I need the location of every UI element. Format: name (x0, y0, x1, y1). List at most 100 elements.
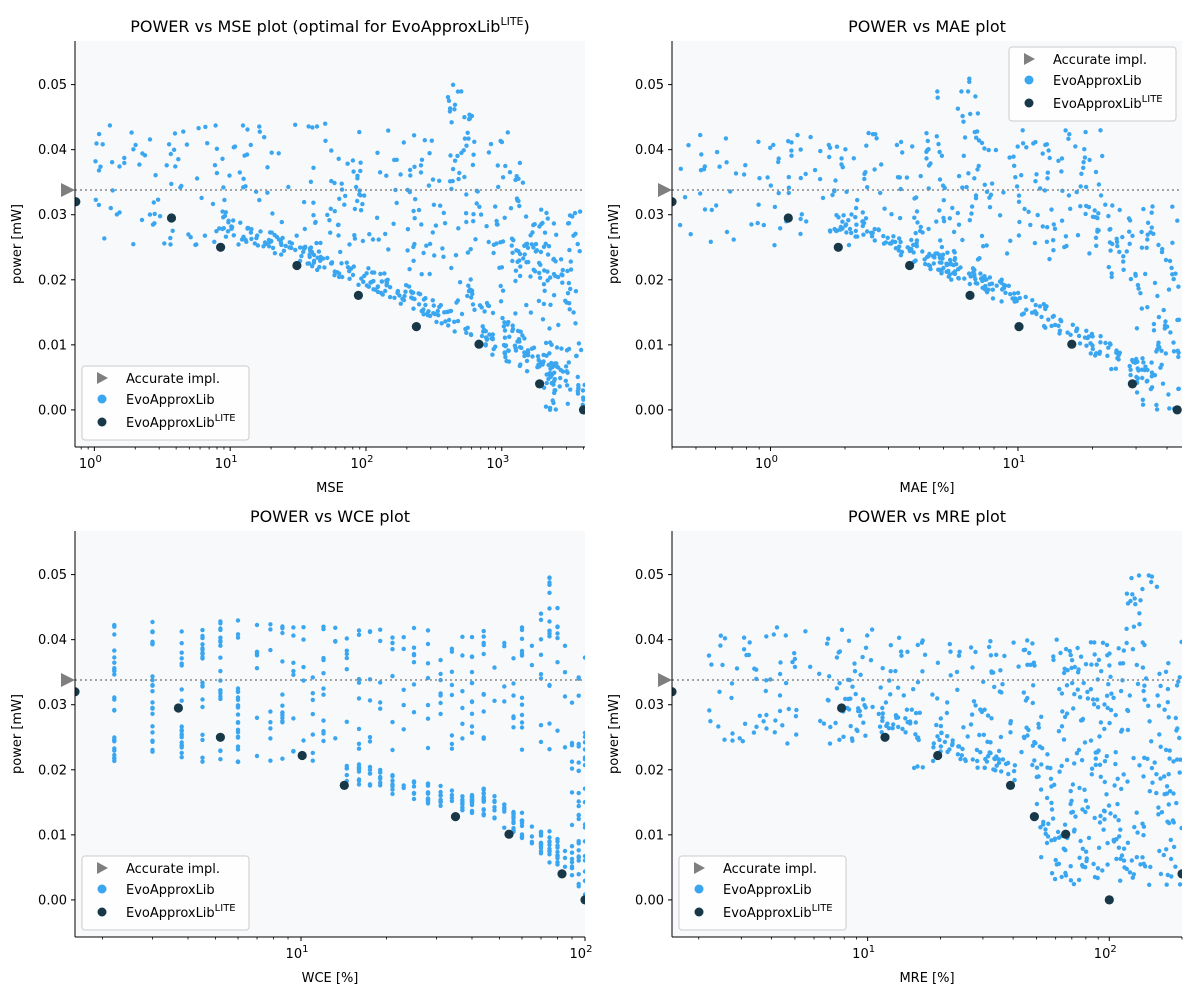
evo-point (915, 680, 921, 685)
evo-point (547, 634, 552, 639)
evo-point (961, 119, 966, 124)
evo-point (286, 184, 291, 190)
evo-point (1096, 211, 1101, 216)
evo-point (456, 176, 461, 182)
evo-point (1076, 877, 1082, 883)
evo-point (1139, 229, 1144, 235)
evo-point (941, 198, 946, 203)
evo-point (1140, 397, 1146, 402)
evo-point (1105, 705, 1110, 711)
evo-point (576, 858, 581, 863)
evo-point (576, 790, 581, 796)
evo-point (1085, 696, 1091, 701)
evo-point (1049, 323, 1054, 329)
evo-point (544, 210, 549, 216)
legend: Accurate impl.EvoApproxLibEvoApproxLibLI… (81, 365, 250, 441)
evo-point (459, 311, 465, 317)
evo-point (411, 306, 416, 311)
evo-point (1176, 317, 1182, 322)
evo-point (808, 134, 813, 140)
evo-point (235, 720, 241, 725)
evo-point (837, 737, 842, 742)
evo-point (460, 802, 465, 807)
evo-point (344, 636, 349, 641)
evo-point (911, 250, 916, 255)
evo-point (481, 811, 486, 817)
evo-point (500, 288, 506, 293)
evo-point (452, 102, 458, 108)
evo-point (1045, 225, 1050, 230)
evo-point (833, 720, 838, 726)
evo-point (576, 803, 581, 809)
evo-point (217, 226, 222, 231)
evo-point (510, 323, 515, 328)
evo-point (179, 663, 184, 668)
evo-point (464, 219, 469, 225)
evo-point (896, 635, 902, 640)
evo-point (954, 669, 960, 675)
evo-point (1061, 737, 1067, 742)
lite-point (75, 687, 80, 697)
evo-point (517, 345, 523, 350)
evo-point (278, 240, 284, 246)
y-axis-label: power [mW] (10, 204, 25, 284)
legend-evo-label: EvoApproxLib (126, 393, 215, 408)
evo-point (968, 111, 973, 117)
lite-point (216, 242, 226, 252)
evo-point (515, 259, 520, 264)
evo-point (440, 246, 445, 251)
evo-point (311, 213, 316, 218)
evo-point (464, 192, 469, 197)
evo-point (1003, 761, 1009, 767)
evo-point (390, 747, 395, 753)
evo-point (218, 626, 223, 631)
legend-accurate-label: Accurate impl. (126, 862, 220, 877)
evo-point (344, 648, 349, 653)
evo-point (378, 290, 384, 296)
evo-point (880, 711, 885, 716)
evo-point (920, 765, 925, 770)
evo-point (430, 298, 435, 303)
evo-point (519, 627, 525, 633)
evo-point (764, 726, 769, 731)
evo-point (853, 228, 858, 234)
evo-point (387, 294, 393, 300)
evo-point (200, 759, 205, 764)
evo-point (367, 767, 373, 772)
evo-point (956, 744, 962, 749)
evo-point (910, 144, 915, 149)
evo-point (558, 257, 564, 262)
evo-point (541, 301, 547, 307)
evo-point (268, 726, 273, 731)
evo-point (547, 839, 552, 845)
evo-point (411, 290, 416, 295)
legend-item-lite: EvoApproxLibLITE (97, 903, 236, 921)
evo-point (164, 163, 169, 168)
evo-point (918, 224, 923, 230)
evo-point (469, 724, 475, 729)
evo-point (786, 139, 791, 144)
evo-point (556, 322, 561, 328)
evo-point (1125, 727, 1131, 733)
evo-point (1038, 787, 1044, 792)
evo-point (850, 684, 855, 689)
evo-point (229, 226, 234, 231)
evo-point (486, 303, 492, 309)
evo-point (248, 142, 253, 148)
evo-point (771, 632, 776, 637)
evo-point (1150, 204, 1155, 209)
evo-point (1016, 193, 1022, 198)
evo-point (1069, 658, 1075, 663)
evo-point (494, 241, 499, 246)
evo-point (955, 106, 961, 111)
evo-point (799, 212, 804, 217)
evo-point (957, 649, 962, 654)
lite-point (672, 197, 677, 207)
evo-point (1124, 640, 1129, 646)
evo-point (1133, 602, 1138, 607)
evo-point (528, 310, 534, 315)
evo-point (218, 668, 223, 674)
evo-point (987, 205, 993, 210)
evo-point (888, 692, 893, 697)
